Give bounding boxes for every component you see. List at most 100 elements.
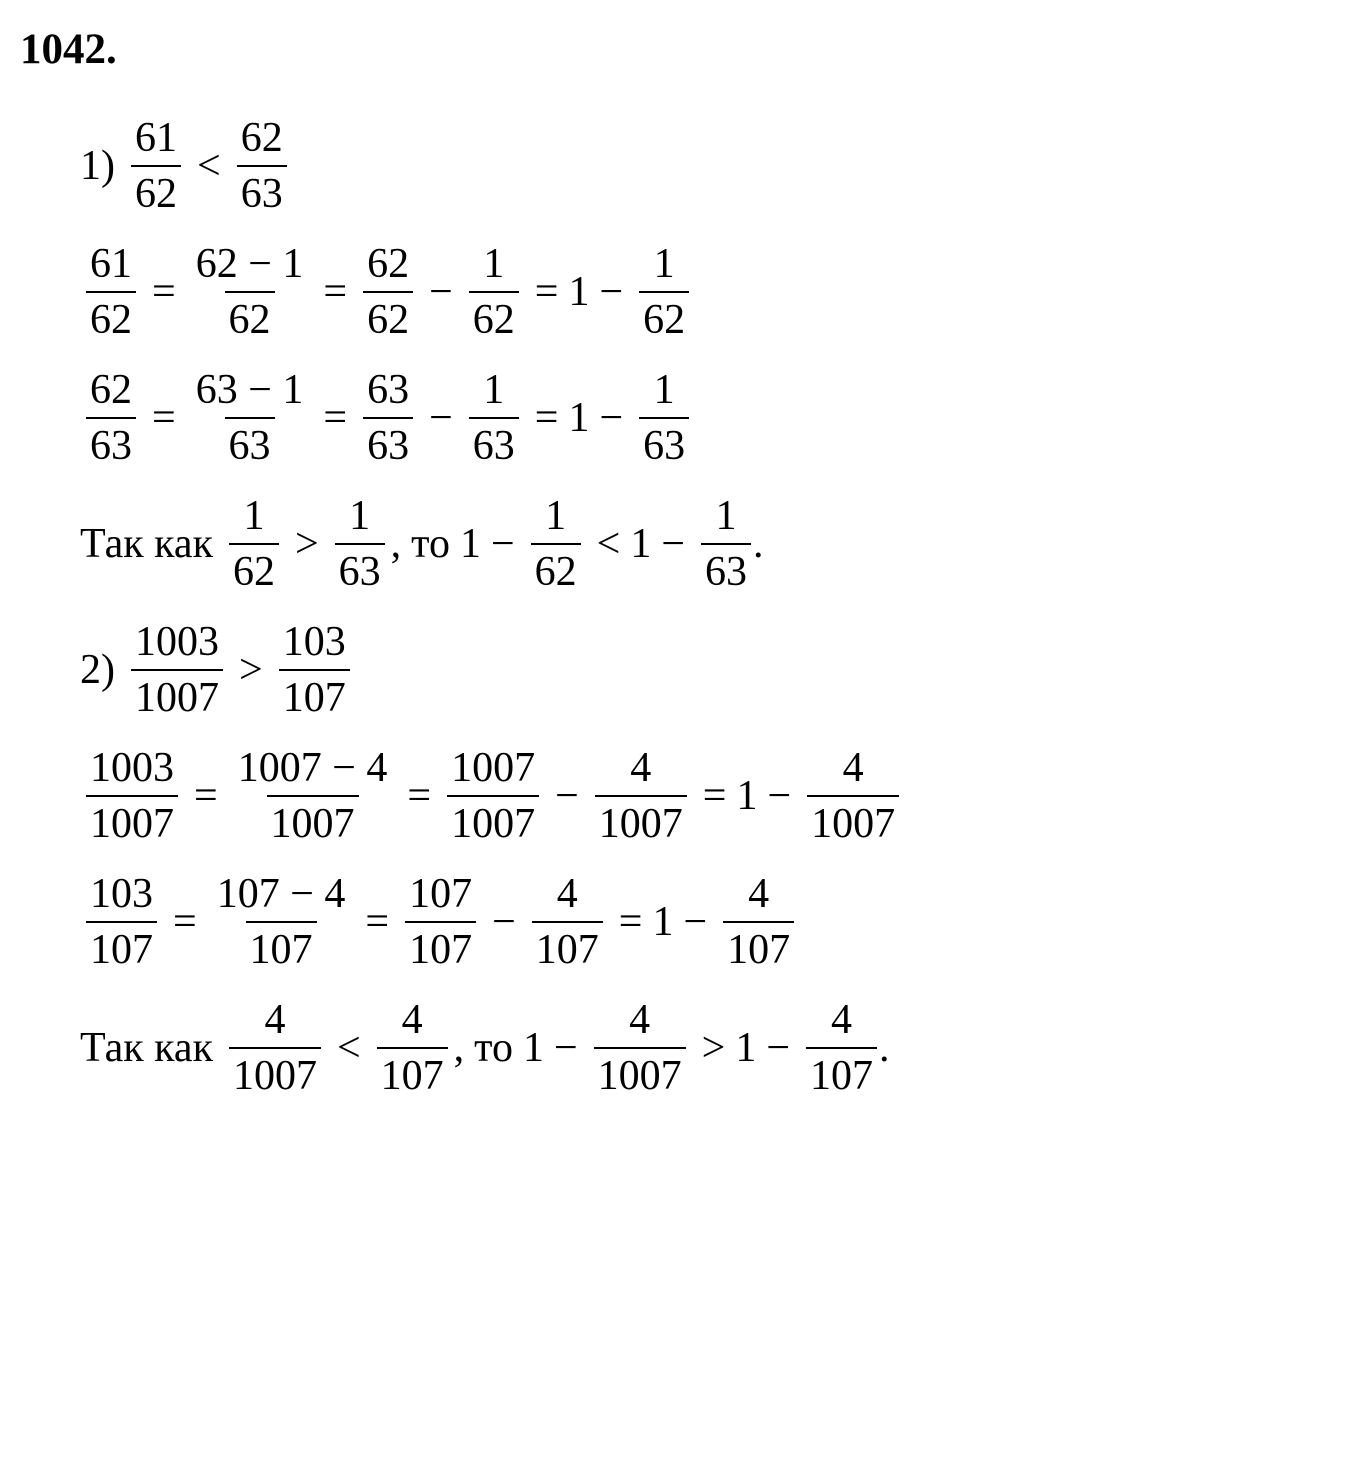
denominator: 1007: [229, 1047, 321, 1100]
numerator: 1003: [131, 618, 223, 669]
minus: −: [767, 772, 791, 820]
greater-than: >: [295, 520, 319, 568]
denominator: 63: [363, 417, 413, 470]
integer-one: 1: [736, 772, 757, 820]
denominator: 63: [701, 543, 751, 596]
denominator: 107: [806, 1047, 877, 1100]
denominator: 107: [532, 921, 603, 974]
fraction: 103 107: [279, 618, 350, 722]
fraction: 4 107: [723, 870, 794, 974]
numerator: 4: [625, 996, 654, 1047]
denominator: 62: [531, 543, 581, 596]
denominator: 62: [225, 291, 275, 344]
numerator: 103: [279, 618, 350, 669]
denominator: 62: [363, 291, 413, 344]
problem-number: 1042.: [20, 25, 1328, 74]
equals: =: [407, 772, 431, 820]
comma: ,: [454, 1024, 465, 1072]
fraction: 1 62: [469, 240, 519, 344]
fraction: 1 62: [531, 492, 581, 596]
denominator: 62: [86, 291, 136, 344]
fraction: 1007 − 4 1007: [234, 744, 392, 848]
fraction: 62 63: [237, 114, 287, 218]
comma: ,: [391, 520, 402, 568]
denominator: 63: [639, 417, 689, 470]
item2-expansion2: 103 107 = 107 − 4 107 = 107 107 − 4 107 …: [80, 870, 1328, 974]
solution-content: 1) 61 62 < 62 63 61 62 = 62 − 1 62 = 62 …: [20, 114, 1328, 1100]
numerator: 62: [86, 366, 136, 417]
numerator: 1: [345, 492, 374, 543]
integer-one: 1: [630, 520, 651, 568]
numerator: 63 − 1: [192, 366, 308, 417]
fraction: 62 63: [86, 366, 136, 470]
item1-conclusion: Так как 1 62 > 1 63 , то 1 − 1 62 < 1 − …: [80, 492, 1328, 596]
numerator: 1: [650, 366, 679, 417]
less-than: <: [337, 1024, 361, 1072]
numerator: 1: [239, 492, 268, 543]
fraction: 4 1007: [594, 996, 686, 1100]
denominator: 1007: [594, 1047, 686, 1100]
numerator: 62: [363, 240, 413, 291]
fraction: 1 63: [469, 366, 519, 470]
item1-label: 1): [80, 142, 115, 190]
minus: −: [599, 268, 623, 316]
minus: −: [599, 394, 623, 442]
denominator: 107: [377, 1047, 448, 1100]
denominator: 63: [237, 165, 287, 218]
since-text: Так как: [80, 520, 213, 568]
period: .: [753, 520, 764, 568]
then-text: то: [474, 1024, 513, 1072]
fraction: 4 1007: [229, 996, 321, 1100]
fraction: 1007 1007: [447, 744, 539, 848]
fraction: 1003 1007: [86, 744, 178, 848]
numerator: 107 − 4: [213, 870, 350, 921]
then-text: то: [411, 520, 450, 568]
fraction: 1 63: [639, 366, 689, 470]
denominator: 107: [405, 921, 476, 974]
fraction: 63 63: [363, 366, 413, 470]
fraction: 1 62: [639, 240, 689, 344]
equals: =: [194, 772, 218, 820]
numerator: 107: [405, 870, 476, 921]
numerator: 62 − 1: [192, 240, 308, 291]
fraction: 1 63: [701, 492, 751, 596]
denominator: 63: [225, 417, 275, 470]
fraction: 107 − 4 107: [213, 870, 350, 974]
minus: −: [661, 520, 685, 568]
minus: −: [429, 394, 453, 442]
equals: =: [152, 268, 176, 316]
numerator: 4: [398, 996, 427, 1047]
equals: =: [323, 394, 347, 442]
item1-inequality: 1) 61 62 < 62 63: [80, 114, 1328, 218]
numerator: 4: [839, 744, 868, 795]
fraction: 62 − 1 62: [192, 240, 308, 344]
fraction: 61 62: [86, 240, 136, 344]
fraction: 103 107: [86, 870, 157, 974]
fraction: 4 107: [377, 996, 448, 1100]
denominator: 62: [131, 165, 181, 218]
fraction: 61 62: [131, 114, 181, 218]
item2-label: 2): [80, 646, 115, 694]
since-text: Так как: [80, 1024, 213, 1072]
equals: =: [703, 772, 727, 820]
denominator: 1007: [131, 669, 223, 722]
denominator: 62: [639, 291, 689, 344]
item2-inequality: 2) 1003 1007 > 103 107: [80, 618, 1328, 722]
denominator: 62: [229, 543, 279, 596]
integer-one: 1: [568, 394, 589, 442]
fraction: 107 107: [405, 870, 476, 974]
equals: =: [365, 898, 389, 946]
numerator: 1: [650, 240, 679, 291]
denominator: 107: [246, 921, 317, 974]
equals: =: [535, 268, 559, 316]
denominator: 107: [86, 921, 157, 974]
greater-than: >: [702, 1024, 726, 1072]
denominator: 1007: [595, 795, 687, 848]
minus: −: [683, 898, 707, 946]
fraction: 4 107: [532, 870, 603, 974]
denominator: 63: [335, 543, 385, 596]
numerator: 1007 − 4: [234, 744, 392, 795]
denominator: 1007: [86, 795, 178, 848]
item1-expansion2: 62 63 = 63 − 1 63 = 63 63 − 1 63 = 1 − 1…: [80, 366, 1328, 470]
greater-than: >: [239, 646, 263, 694]
